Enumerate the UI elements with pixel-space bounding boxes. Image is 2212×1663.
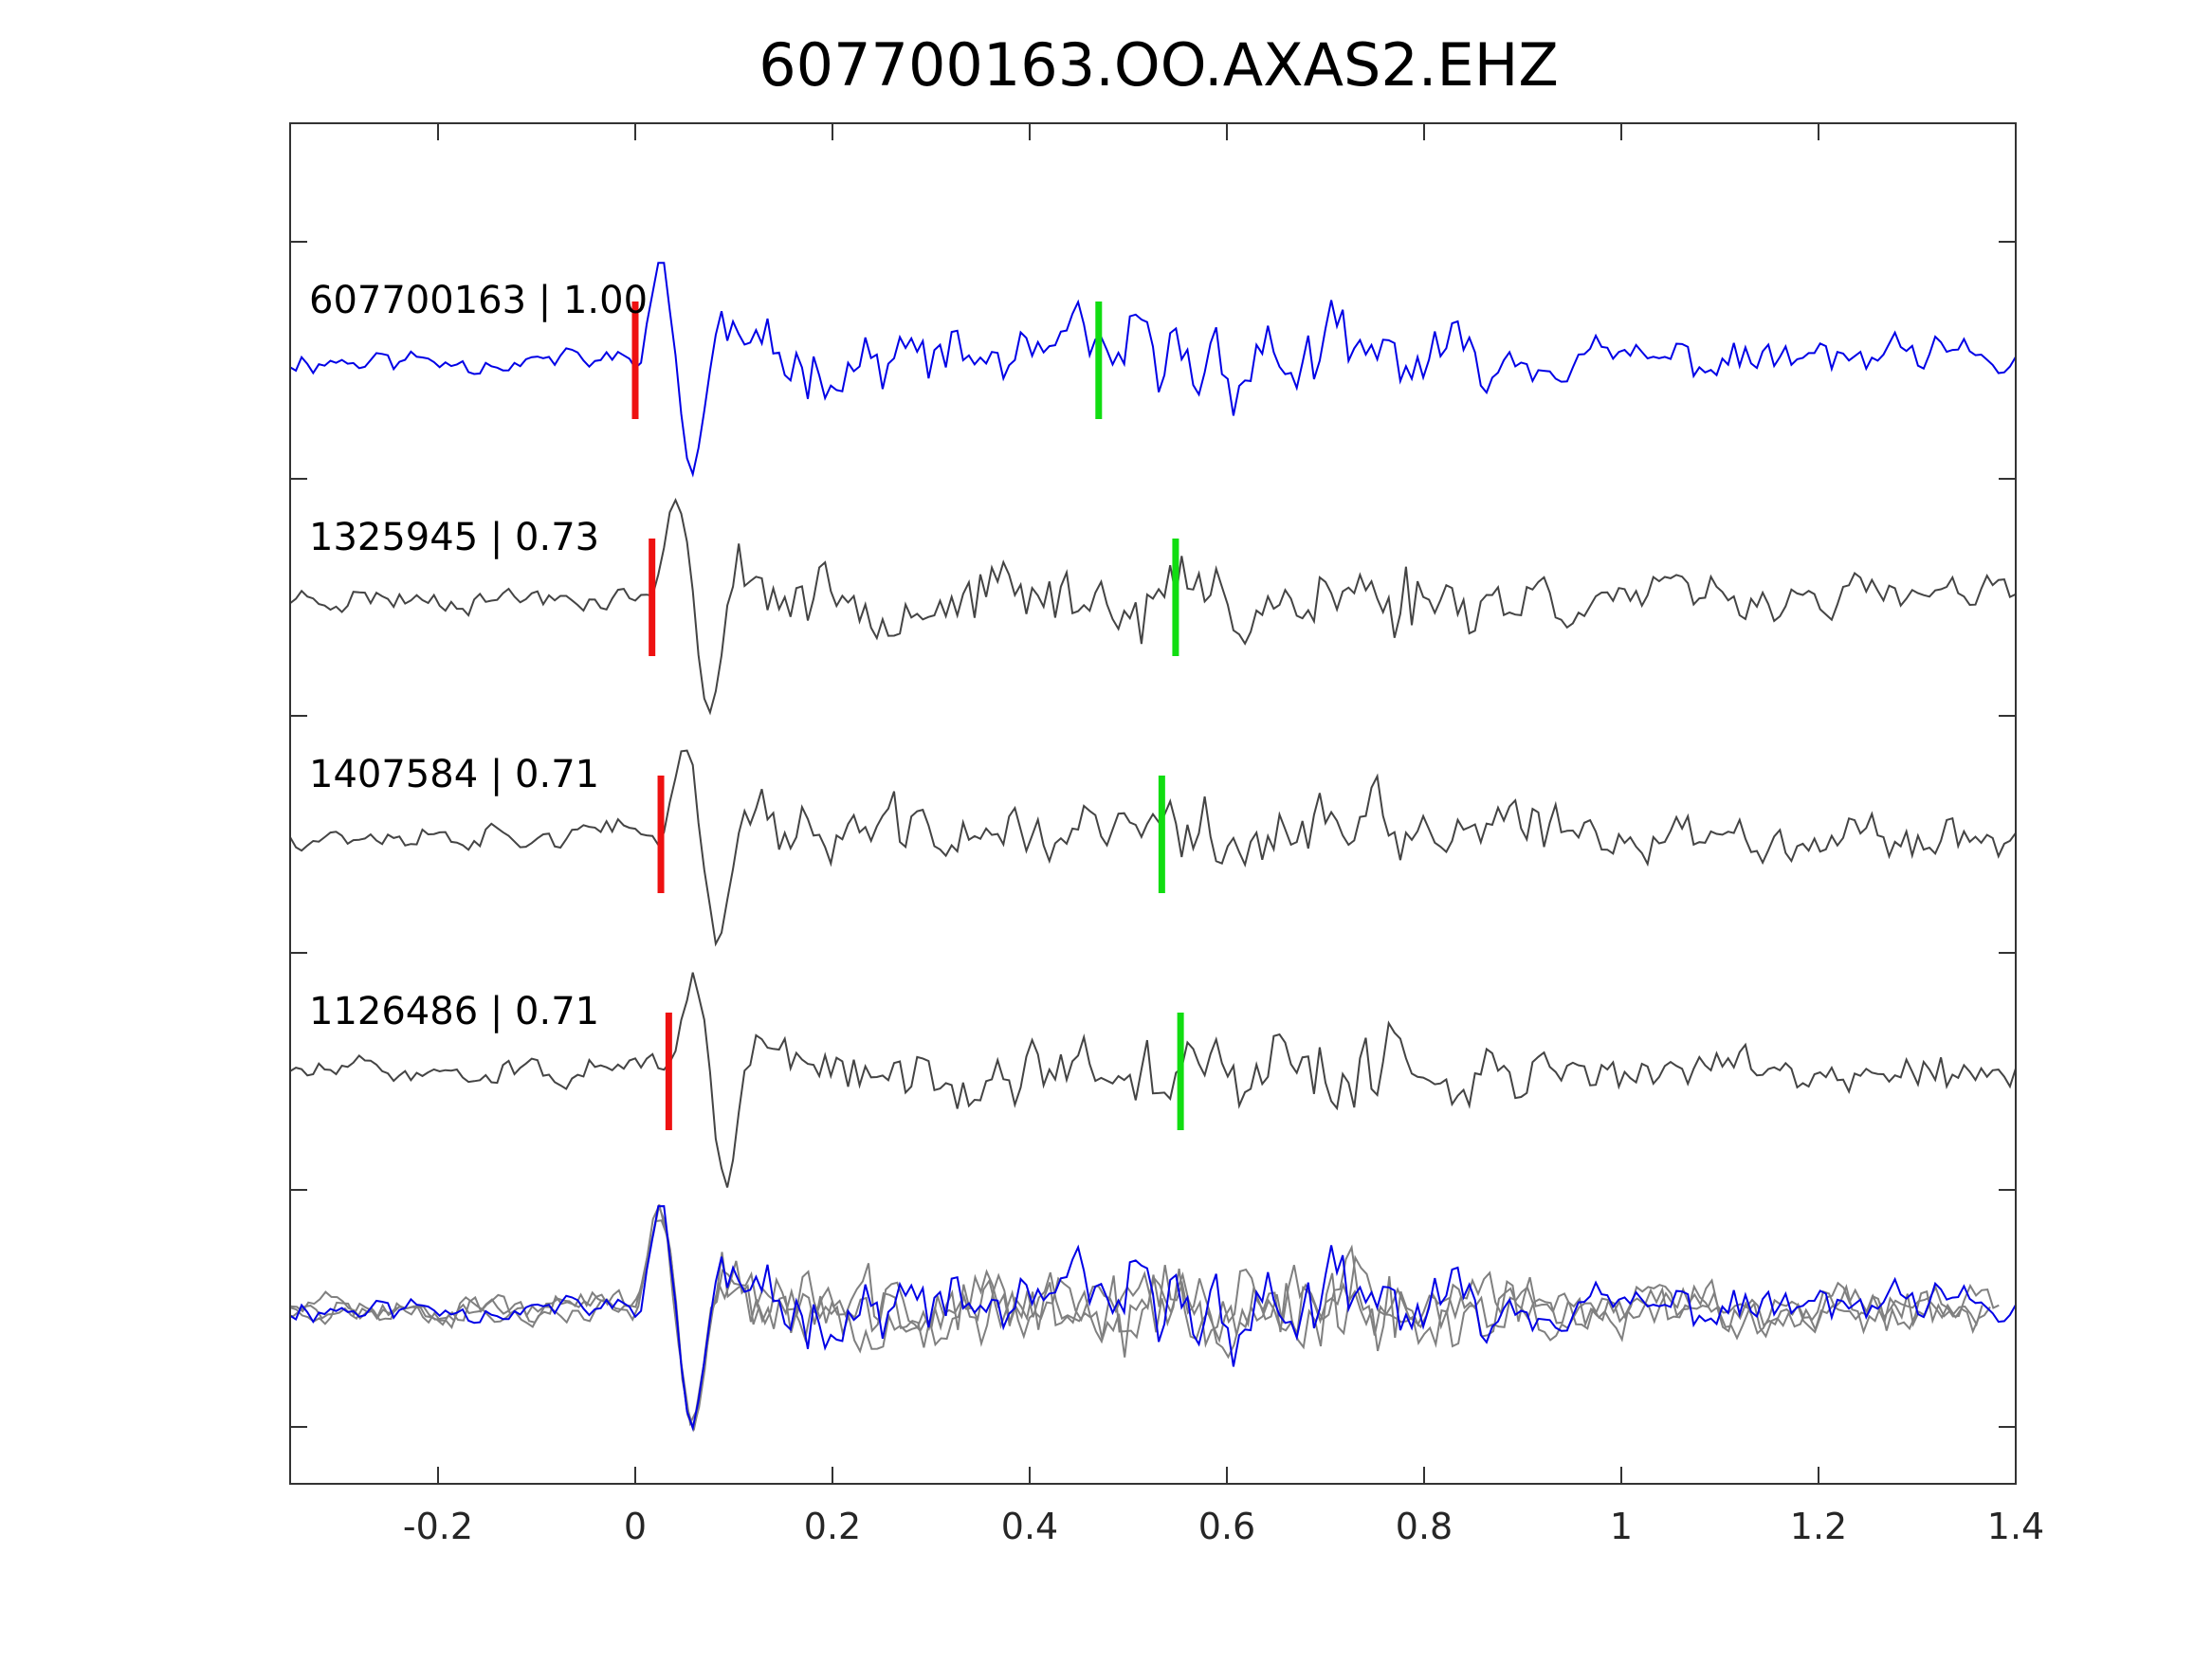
trace-3	[290, 749, 2016, 947]
x-tick-label: 1.4	[1987, 1506, 2044, 1547]
x-tick-label: 0.8	[1396, 1506, 1453, 1547]
trace-label-2: 1325945 | 0.73	[309, 516, 599, 559]
x-tick-label: 1	[1610, 1506, 1633, 1547]
traces-layer	[290, 262, 2016, 1433]
trace-label-1: 607700163 | 1.00	[309, 279, 648, 322]
chart-title: 607700163.OO.AXAS2.EHZ	[759, 30, 1559, 100]
x-tick-label: 0.6	[1198, 1506, 1255, 1547]
trace-labels-layer: 607700163 | 1.00 1325945 | 0.73 1407584 | …	[309, 279, 648, 1033]
x-tick-label: 0.2	[804, 1506, 861, 1547]
x-axis: -0.2 0 0.2 0.4 0.6 0.8 1 1.2 1.4	[403, 123, 2044, 1547]
picks-layer	[631, 302, 1184, 1130]
x-tick-label: 0.4	[1001, 1506, 1058, 1547]
trace-2	[290, 498, 2016, 716]
overlay-trace-2	[290, 1203, 2000, 1433]
y-axis	[290, 241, 2016, 1428]
x-tick-label: -0.2	[403, 1506, 473, 1547]
trace-label-3: 1407584 | 0.71	[309, 753, 599, 796]
trace-4	[290, 972, 2016, 1188]
axes-frame	[289, 122, 2017, 1485]
trace-label-4: 1126486 | 0.71	[309, 990, 599, 1033]
overlay-trace-1	[290, 1205, 2016, 1432]
x-tick-label: 1.2	[1790, 1506, 1847, 1547]
overlay-trace-4	[290, 1204, 1983, 1431]
x-tick-label: 0	[624, 1506, 647, 1547]
trace-1	[290, 262, 2016, 478]
